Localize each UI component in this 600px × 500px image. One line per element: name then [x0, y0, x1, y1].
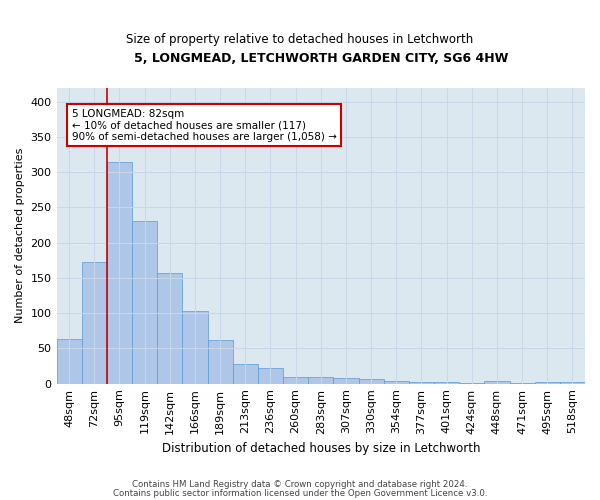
- Text: Size of property relative to detached houses in Letchworth: Size of property relative to detached ho…: [127, 32, 473, 46]
- Bar: [383, 381, 409, 384]
- Bar: [208, 340, 233, 384]
- Bar: [509, 383, 535, 384]
- Bar: [484, 381, 509, 384]
- Bar: [107, 162, 132, 384]
- Bar: [157, 273, 182, 384]
- Bar: [56, 340, 82, 384]
- Bar: [258, 368, 283, 384]
- Bar: [182, 311, 208, 384]
- Bar: [132, 222, 157, 384]
- Text: 5 LONGMEAD: 82sqm
← 10% of detached houses are smaller (117)
90% of semi-detache: 5 LONGMEAD: 82sqm ← 10% of detached hous…: [71, 108, 337, 142]
- Bar: [535, 382, 560, 384]
- Bar: [283, 378, 308, 384]
- Text: Contains HM Land Registry data © Crown copyright and database right 2024.: Contains HM Land Registry data © Crown c…: [132, 480, 468, 489]
- Bar: [409, 382, 434, 384]
- Bar: [434, 382, 459, 384]
- Bar: [233, 364, 258, 384]
- Bar: [308, 376, 334, 384]
- Bar: [359, 380, 383, 384]
- Title: 5, LONGMEAD, LETCHWORTH GARDEN CITY, SG6 4HW: 5, LONGMEAD, LETCHWORTH GARDEN CITY, SG6…: [134, 52, 508, 66]
- Text: Contains public sector information licensed under the Open Government Licence v3: Contains public sector information licen…: [113, 488, 487, 498]
- Bar: [560, 382, 585, 384]
- X-axis label: Distribution of detached houses by size in Letchworth: Distribution of detached houses by size …: [161, 442, 480, 455]
- Y-axis label: Number of detached properties: Number of detached properties: [15, 148, 25, 324]
- Bar: [334, 378, 359, 384]
- Bar: [82, 262, 107, 384]
- Bar: [459, 383, 484, 384]
